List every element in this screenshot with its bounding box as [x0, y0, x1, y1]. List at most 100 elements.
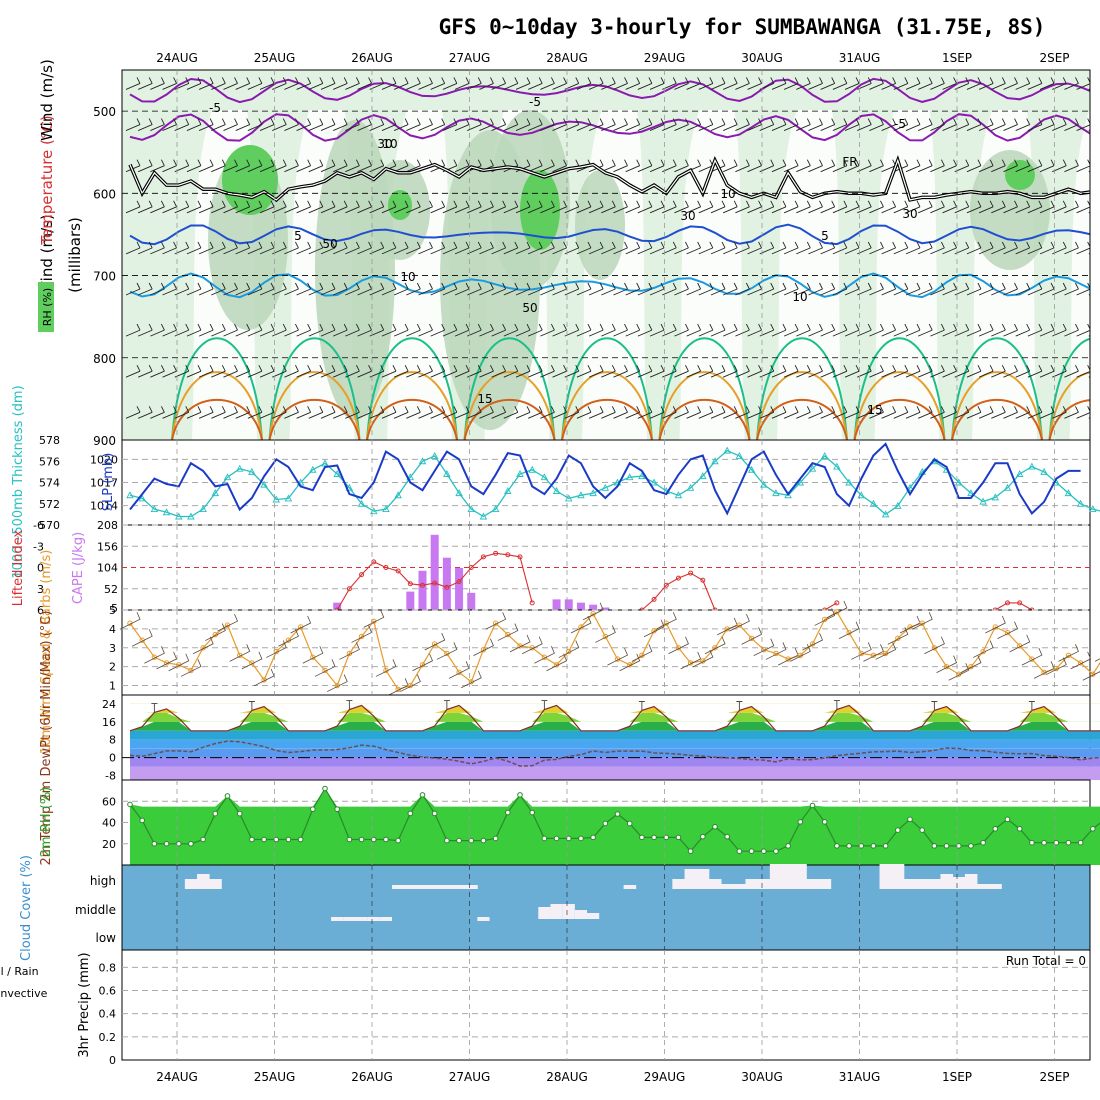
wind-barb	[381, 200, 397, 214]
wind-barb	[918, 323, 933, 337]
wind-barb	[625, 323, 641, 337]
wind-barb	[357, 118, 372, 131]
li-marker	[346, 586, 352, 592]
wind-barb	[1076, 323, 1090, 337]
wind-barb	[503, 323, 519, 337]
wind-barb	[540, 323, 555, 337]
wind-barb	[978, 118, 994, 131]
wind-barb	[333, 200, 348, 214]
mid-cloud-bar	[331, 917, 344, 921]
wind-barb	[552, 241, 567, 255]
wind10-barb	[205, 623, 226, 641]
wind-barb	[771, 323, 787, 337]
wind-barb	[905, 159, 921, 173]
wind-barb	[308, 406, 324, 419]
mid-cloud-bar	[355, 917, 368, 921]
wind-barb	[686, 77, 702, 90]
wind-barb	[832, 323, 848, 337]
wind-barb	[796, 241, 811, 255]
wind-barb	[893, 323, 909, 337]
wind-barb	[820, 77, 836, 90]
wind-barb	[869, 241, 884, 255]
wind-barb	[150, 77, 165, 90]
wind-barb	[296, 159, 312, 173]
wind-barb	[1076, 200, 1090, 214]
high-cloud-bar	[684, 869, 698, 889]
wind10-tick-label: 3	[109, 642, 116, 655]
rh2m-marker	[626, 820, 633, 827]
wind-barb	[223, 365, 238, 378]
wind-barb	[954, 118, 970, 131]
wind-barb	[796, 77, 811, 90]
wind-barb	[552, 77, 567, 90]
thickness-marker	[735, 451, 744, 459]
rh2m-marker	[553, 835, 560, 842]
wind-barb	[710, 365, 726, 378]
wind-barb	[1039, 241, 1055, 255]
wind-barb	[479, 323, 494, 337]
wind10-barb	[814, 608, 836, 626]
wind-barb	[442, 406, 458, 419]
thickness-marker	[796, 478, 805, 486]
wind-barb	[735, 159, 750, 173]
wind-barb	[235, 323, 251, 337]
rh2m-marker	[1041, 839, 1047, 846]
wind-barb	[369, 200, 385, 214]
wind-barb	[735, 241, 750, 255]
rh-band-green	[222, 145, 278, 215]
cape-bar	[589, 604, 598, 610]
contour-label: 10	[382, 137, 397, 151]
wind-barb	[479, 282, 494, 296]
svg-text:Wind (m/s): Wind (m/s)	[38, 214, 56, 296]
precip-tick-label: 0.8	[99, 961, 117, 974]
temperature-label: Temperature (°C)	[38, 115, 56, 245]
thickness-marker	[357, 499, 366, 507]
rh2m-plot: 20 40 60	[102, 785, 1100, 865]
thickness-tick-label: 578	[39, 434, 60, 447]
wind-barb	[174, 406, 190, 419]
thickness-marker	[808, 464, 817, 472]
temp2m-tick-label: 24	[102, 698, 116, 711]
cape-tick-label: 104	[97, 562, 118, 575]
li-marker	[675, 575, 681, 581]
wind-barb	[198, 77, 214, 90]
wind-barb	[735, 77, 750, 90]
rh2m-marker	[724, 833, 730, 840]
wind-barb	[771, 365, 787, 378]
wind-barb	[272, 200, 287, 214]
temp-band	[130, 748, 1100, 758]
li-marker	[834, 600, 840, 606]
wind-barb	[211, 159, 226, 173]
wind-barb	[491, 282, 507, 296]
wind-barb	[552, 323, 567, 337]
wind-barb	[601, 118, 616, 131]
wind-barb	[454, 406, 470, 419]
wind-barb	[601, 77, 616, 90]
rh2m-marker	[675, 834, 682, 841]
wind-barb	[625, 241, 641, 255]
rh2m-marker	[249, 836, 255, 843]
wind-barb	[978, 241, 994, 255]
wind-barb	[881, 365, 897, 378]
wind-barb	[186, 200, 202, 214]
wind-barb	[905, 77, 921, 90]
rh-band-green	[520, 170, 560, 250]
rh2m-marker	[1053, 839, 1060, 846]
wind-barb	[698, 323, 714, 337]
wind-barb	[186, 159, 202, 173]
wind10-barb	[631, 644, 653, 662]
wind-barb	[284, 323, 299, 337]
wind-barb	[369, 282, 385, 296]
wind-barb	[1052, 118, 1067, 131]
wind-barb	[832, 118, 848, 131]
wind-barb	[613, 241, 628, 255]
temp-band	[130, 712, 1100, 722]
wind-barb	[198, 200, 214, 214]
rh2m-marker	[992, 825, 999, 832]
cape-bar	[552, 599, 561, 610]
wind-barb	[418, 365, 433, 378]
rh2m-marker	[1029, 839, 1035, 846]
wind-barb	[942, 200, 957, 214]
wind-barb	[1003, 282, 1018, 296]
temp2m-label: 2m Temp 2m DewPt (6hr Min/Max) (°C)	[39, 611, 54, 866]
